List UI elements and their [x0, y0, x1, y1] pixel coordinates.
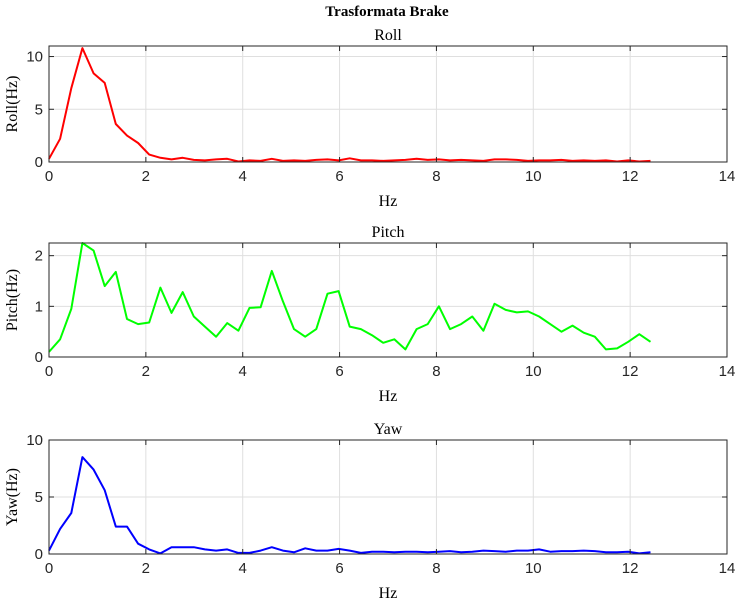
y-tick-label: 0 [35, 349, 43, 366]
x-tick-label: 2 [142, 363, 150, 380]
x-tick-label: 8 [432, 363, 440, 380]
y-tick-label: 0 [35, 546, 43, 563]
x-tick-label: 4 [239, 363, 247, 380]
x-tick-label: 0 [45, 168, 53, 185]
y-axis-label: Roll(Hz) [4, 76, 21, 133]
series-line [48, 47, 651, 163]
plot-area [49, 243, 727, 357]
x-tick-label: 14 [719, 560, 736, 577]
x-tick-label: 6 [335, 168, 343, 185]
x-tick-label: 10 [525, 168, 542, 185]
y-tick-label: 5 [35, 101, 43, 118]
subplot-3: 0 2 4 6 8 10 12 14 0 5 10 Yaw Hz Yaw(Hz) [4, 421, 735, 602]
x-axis-label: Hz [379, 585, 398, 602]
y-tick-label: 2 [35, 248, 43, 265]
y-tick-label: 10 [26, 49, 43, 66]
y-tick-label: 1 [35, 298, 43, 315]
x-tick-label: 8 [432, 560, 440, 577]
plot-area [49, 46, 727, 162]
x-tick-label: 4 [239, 168, 247, 185]
x-tick-label: 0 [45, 363, 53, 380]
y-tick-label: 0 [35, 154, 43, 171]
y-tick-label: 10 [26, 432, 43, 449]
subplot-1: 0 2 4 6 8 10 12 14 0 5 10 Roll Hz Roll(Hz) [4, 27, 735, 210]
y-axis-label: Yaw(Hz) [4, 468, 21, 526]
x-tick-label: 12 [622, 363, 639, 380]
x-tick-label: 14 [719, 363, 736, 380]
subplot-title: Roll [374, 27, 402, 44]
x-tick-label: 12 [622, 168, 639, 185]
x-tick-label: 2 [142, 168, 150, 185]
x-tick-label: 0 [45, 560, 53, 577]
x-tick-label: 2 [142, 560, 150, 577]
y-tick-label: 5 [35, 489, 43, 506]
axes-frame [48, 242, 728, 358]
x-axis-label: Hz [379, 193, 398, 210]
series-line [48, 242, 652, 353]
x-tick-label: 6 [335, 560, 343, 577]
x-tick-label: 8 [432, 168, 440, 185]
x-tick-label: 6 [335, 363, 343, 380]
x-tick-label: 14 [719, 168, 736, 185]
x-tick-label: 12 [622, 560, 639, 577]
x-tick-label: 4 [239, 560, 247, 577]
axes-frame [48, 45, 728, 163]
y-axis-label: Pitch(Hz) [4, 269, 21, 331]
subplot-title: Pitch [372, 224, 405, 241]
series-line [48, 456, 651, 555]
x-tick-label: 10 [525, 560, 542, 577]
x-axis-label: Hz [379, 388, 398, 405]
x-tick-label: 10 [525, 363, 542, 380]
subplot-title: Yaw [374, 421, 403, 438]
figure-title: Trasformata Brake [325, 4, 449, 20]
